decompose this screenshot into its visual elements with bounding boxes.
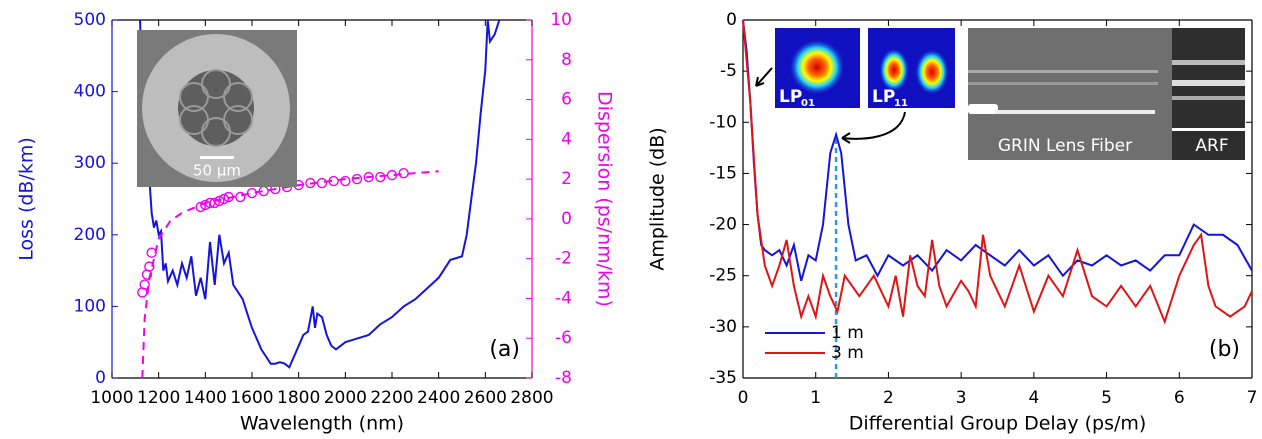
x-axis-label: Wavelength (nm) [240,413,404,435]
x-tick-label: 5 [1101,388,1112,408]
y2-tick-label: 6 [561,90,572,110]
chart: 1000 1200 1400 1600 1800 2000 2200 2400 2600 2800… [16,10,616,435]
y-tick-label: -30 [709,317,737,337]
data-point [209,197,220,209]
x-tick-label: 0 [738,388,749,408]
x-tick-label: 1000 [90,388,133,408]
y-tick-label: 0 [726,10,737,30]
fiber-photo [968,28,1245,160]
x-tick-label: 2 [883,388,894,408]
y-axis-label: Loss (dB/km) [16,137,38,261]
y2-tick-label: 4 [561,129,572,149]
data-point [144,261,155,272]
y2-tick-label: -4 [555,288,572,308]
mode-label-subscript: 01 [801,98,815,109]
series-line [139,19,501,369]
y2-tick-label: 8 [561,50,572,70]
x-tick-label: 1200 [137,388,180,408]
inset-photo [137,30,297,187]
legend-label: 3 m [831,343,864,363]
data-point [316,177,328,189]
x-tick-label: 6 [1174,388,1185,408]
y-tick-label: -10 [709,112,737,132]
y2-tick-label: 0 [561,209,572,229]
mode-label: LP [872,87,895,107]
y2-tick-label: -6 [555,328,572,348]
data-point [398,167,409,179]
x-tick-label: 1 [810,388,821,408]
data-point [375,171,386,183]
y-tick-label: 500 [74,10,106,30]
x-axis-label: Differential Group Delay (ps/m) [849,413,1147,435]
x-tick-label: 2000 [324,388,367,408]
image-label: ARF [1195,136,1228,156]
y2-tick-label: 10 [550,10,572,30]
y-axis-label: Amplitude (dB) [647,127,669,270]
y-tick-label: -5 [720,61,737,81]
x-tick-label: 1400 [184,388,227,408]
x-tick-label: 3 [956,388,967,408]
y2-tick-label: -2 [555,249,572,269]
x-tick-label: 2800 [510,388,553,408]
y-tick-label: -25 [709,266,737,286]
data-point [235,191,246,203]
x-tick-label: 1600 [230,388,273,408]
series-line [742,19,1253,325]
y2-tick-label: -8 [555,368,572,388]
arrows [755,67,906,144]
data-point [195,201,206,213]
y-tick-label: 200 [74,225,106,245]
scale-bar-label: 50 μm [193,162,241,180]
panel-label: (b) [1209,337,1240,362]
y-tick-label: -35 [709,368,737,388]
x-tick-label: 2400 [417,388,460,408]
data-point [139,279,150,290]
chart: 0 1 2 3 4 5 6 7-35-30-25-20-15-10-50Differentia… [647,10,1258,435]
legend-label: 1 m [831,323,864,343]
x-tick-label: 4 [1028,388,1039,408]
image-label: GRIN Lens Fiber [998,136,1132,156]
y2-axis-label: Dispersion (ps/nm/km) [594,91,616,307]
y-tick-label: -20 [709,215,737,235]
y-tick-label: 400 [74,82,106,102]
y-tick-label: -15 [709,163,737,183]
y-tick-label: 100 [74,296,106,316]
x-tick-label: 2200 [370,388,413,408]
mode-label-subscript: 11 [894,98,908,109]
mode-images [775,28,955,108]
mode-label: LP [779,87,802,107]
y2-tick-label: 2 [561,169,572,189]
series-line [141,170,439,379]
x-tick-label: 7 [1247,388,1258,408]
x-tick-label: 1800 [277,388,320,408]
y-tick-label: 0 [95,368,106,388]
data-point [340,175,351,187]
y-tick-label: 300 [74,153,106,173]
x-tick-label: 2600 [464,388,507,408]
panel-label: (a) [489,337,520,362]
